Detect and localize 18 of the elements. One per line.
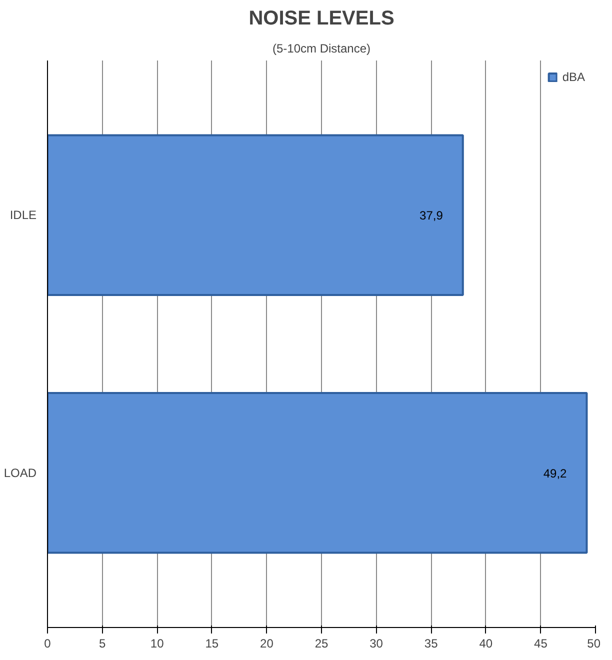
data-label: 37,9 <box>420 208 444 223</box>
x-tick-label: 50 <box>587 636 601 650</box>
x-tick-label: 40 <box>479 636 493 650</box>
y-tick-label: LOAD <box>4 466 37 480</box>
x-tick-label: 5 <box>98 636 106 650</box>
chart-subtitle: (5-10cm Distance) <box>272 42 371 56</box>
x-tick-label: 20 <box>260 636 274 650</box>
x-tick-label: 25 <box>314 636 328 650</box>
chart-title: NOISE LEVELS <box>248 8 394 30</box>
x-tick-label: 10 <box>150 636 164 650</box>
x-tick-label: 30 <box>370 636 384 650</box>
data-label: 49,2 <box>543 466 568 480</box>
y-tick-label: IDLE <box>10 208 37 222</box>
x-tick-label: 35 <box>424 636 438 650</box>
x-tick-label: 15 <box>205 636 219 650</box>
x-tick-label: 0 <box>44 636 52 650</box>
x-tick-label: 45 <box>534 636 548 650</box>
legend-label: dBA <box>562 70 585 84</box>
